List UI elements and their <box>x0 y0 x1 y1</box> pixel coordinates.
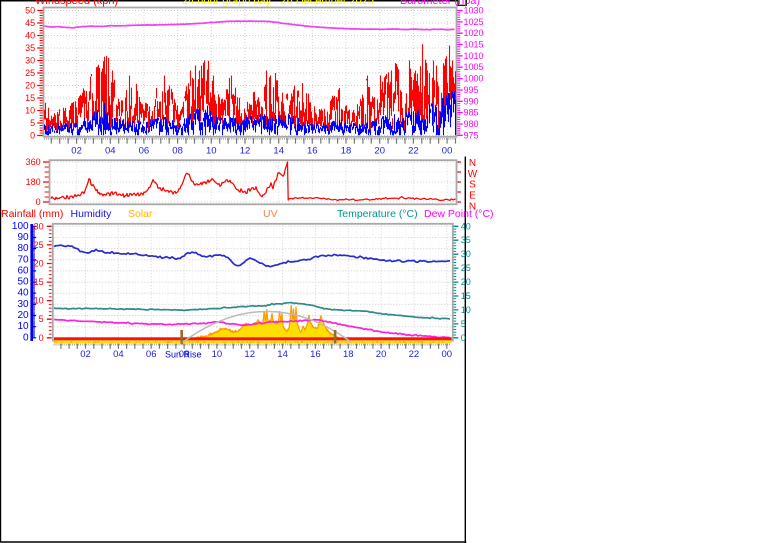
svg-text:30: 30 <box>34 221 44 231</box>
svg-text:04: 04 <box>105 145 116 156</box>
svg-text:20: 20 <box>17 310 29 321</box>
svg-text:30: 30 <box>461 249 471 259</box>
svg-text:16: 16 <box>307 145 318 156</box>
svg-text:10: 10 <box>34 296 44 306</box>
svg-text:0: 0 <box>30 131 35 141</box>
svg-text:20: 20 <box>374 145 385 156</box>
svg-text:N: N <box>469 158 476 169</box>
svg-text:08: 08 <box>179 349 190 360</box>
svg-text:08: 08 <box>172 145 183 156</box>
svg-text:Windspeed (kph): Windspeed (kph) <box>35 0 118 7</box>
svg-text:10: 10 <box>25 106 35 116</box>
svg-text:14: 14 <box>277 349 288 360</box>
svg-text:40: 40 <box>25 31 35 41</box>
svg-text:985: 985 <box>464 108 479 118</box>
svg-text:90: 90 <box>17 232 29 243</box>
svg-text:1005: 1005 <box>464 62 484 72</box>
svg-text:15: 15 <box>461 291 471 301</box>
svg-text:E: E <box>469 191 476 202</box>
svg-text:1015: 1015 <box>464 40 484 50</box>
svg-text:0: 0 <box>39 333 44 343</box>
svg-text:0: 0 <box>461 333 466 343</box>
svg-text:5: 5 <box>461 319 466 329</box>
svg-text:Barometer (hpa): Barometer (hpa) <box>400 0 480 7</box>
svg-text:990: 990 <box>464 96 479 106</box>
svg-text:25: 25 <box>461 263 471 273</box>
svg-text:W: W <box>468 169 478 180</box>
svg-text:35: 35 <box>461 235 471 245</box>
svg-text:Temperature (°C): Temperature (°C) <box>337 208 418 220</box>
svg-text:Solar: Solar <box>128 208 153 220</box>
svg-text:20: 20 <box>25 81 35 91</box>
svg-text:30: 30 <box>17 299 29 310</box>
svg-text:10: 10 <box>212 349 223 360</box>
svg-text:15: 15 <box>34 277 44 287</box>
svg-text:22: 22 <box>408 145 419 156</box>
svg-text:360: 360 <box>26 157 41 167</box>
svg-text:02: 02 <box>71 145 82 156</box>
svg-text:18: 18 <box>341 145 352 156</box>
svg-text:180: 180 <box>26 177 41 187</box>
svg-text:10: 10 <box>17 321 29 332</box>
svg-text:0: 0 <box>23 332 29 343</box>
svg-text:25: 25 <box>34 240 44 250</box>
svg-text:70: 70 <box>17 254 29 265</box>
svg-text:40: 40 <box>461 221 471 231</box>
svg-text:30: 30 <box>25 56 35 66</box>
svg-text:980: 980 <box>464 119 479 129</box>
svg-text:14: 14 <box>273 145 284 156</box>
svg-text:1030: 1030 <box>464 6 484 16</box>
svg-text:02: 02 <box>80 349 91 360</box>
svg-text:12: 12 <box>244 349 255 360</box>
svg-text:1020: 1020 <box>464 28 484 38</box>
svg-text:1025: 1025 <box>464 17 484 27</box>
svg-text:N: N <box>469 202 476 213</box>
svg-text:06: 06 <box>139 145 150 156</box>
svg-text:995: 995 <box>464 85 479 95</box>
svg-text:20: 20 <box>461 277 471 287</box>
svg-text:06: 06 <box>146 349 157 360</box>
svg-text:24 hour graph day : 26 Decembe: 24 hour graph day : 26 December 2025 <box>182 0 374 7</box>
svg-text:35: 35 <box>25 43 35 53</box>
svg-text:80: 80 <box>17 243 29 254</box>
svg-text:20: 20 <box>376 349 387 360</box>
svg-text:Rainfall (mm): Rainfall (mm) <box>1 208 63 220</box>
svg-text:5: 5 <box>30 118 35 128</box>
svg-text:20: 20 <box>34 259 44 269</box>
svg-text:Humidity: Humidity <box>71 208 113 220</box>
svg-text:100: 100 <box>12 221 29 232</box>
svg-text:60: 60 <box>17 265 29 276</box>
svg-text:5: 5 <box>39 314 44 324</box>
svg-text:00: 00 <box>442 349 453 360</box>
svg-text:45: 45 <box>25 18 35 28</box>
svg-text:975: 975 <box>464 130 479 140</box>
svg-text:S: S <box>469 180 476 191</box>
svg-text:Sun Rise: Sun Rise <box>165 350 202 360</box>
svg-text:0: 0 <box>36 197 41 207</box>
svg-text:40: 40 <box>17 288 29 299</box>
svg-text:18: 18 <box>343 349 354 360</box>
svg-text:25: 25 <box>25 68 35 78</box>
svg-text:22: 22 <box>409 349 420 360</box>
svg-text:12: 12 <box>240 145 251 156</box>
svg-text:04: 04 <box>113 349 124 360</box>
svg-text:1000: 1000 <box>464 74 484 84</box>
svg-text:00: 00 <box>442 145 453 156</box>
svg-text:1010: 1010 <box>464 51 484 61</box>
svg-text:15: 15 <box>25 93 35 103</box>
svg-text:Dew Point (°C): Dew Point (°C) <box>424 208 494 220</box>
svg-text:16: 16 <box>310 349 321 360</box>
svg-text:10: 10 <box>461 305 471 315</box>
svg-text:50: 50 <box>25 6 35 16</box>
svg-text:UV: UV <box>263 208 278 220</box>
svg-text:10: 10 <box>206 145 217 156</box>
svg-text:50: 50 <box>17 277 29 288</box>
